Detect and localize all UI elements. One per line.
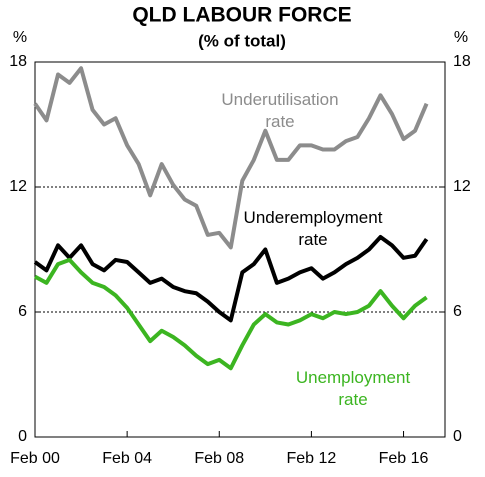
y-unit: % (13, 29, 27, 46)
chart-title: QLD LABOUR FORCE (132, 4, 351, 27)
x-tick-label: Feb 04 (102, 450, 152, 467)
x-tick-label: Feb 08 (194, 450, 244, 467)
x-tick-label: Feb 00 (10, 450, 60, 467)
y-tick-label: 18 (9, 53, 27, 70)
series-line (33, 66, 429, 250)
y-tick-label: 12 (9, 178, 27, 195)
y-tick-label: 6 (18, 303, 27, 320)
y2-tick-label: 0 (453, 428, 462, 445)
y2-unit: % (454, 29, 468, 46)
plot-frame (34, 61, 446, 438)
series-label: Unemployment rate (295, 368, 411, 409)
x-tick-label: Feb 16 (379, 450, 429, 467)
y-tick-label: 0 (18, 428, 27, 445)
series-label: Underemployment rate (243, 208, 383, 249)
y2-tick-label: 18 (453, 53, 471, 70)
series-label: Underutilisation rate (221, 90, 339, 131)
y2-tick-label: 12 (453, 178, 471, 195)
y2-tick-label: 6 (453, 303, 462, 320)
series-line (34, 257, 428, 371)
chart-subtitle: (% of total) (198, 31, 286, 50)
x-tick-label: Feb 12 (286, 450, 336, 467)
series-line (33, 235, 429, 323)
